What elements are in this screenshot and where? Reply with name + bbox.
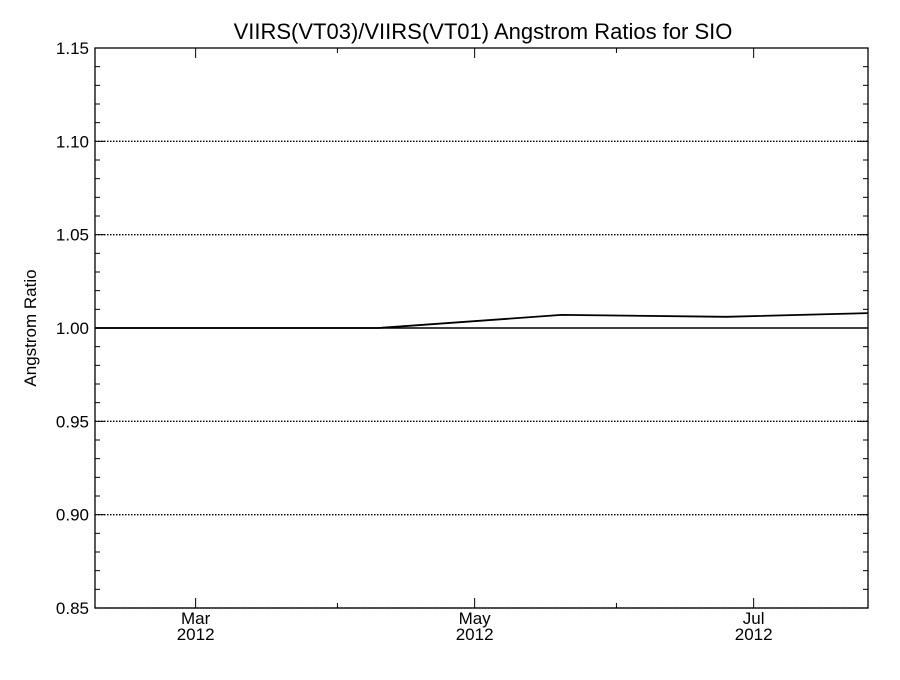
x-tick-month: Jul (743, 609, 765, 628)
plot-frame (94, 47, 869, 609)
chart-title: VIIRS(VT03)/VIIRS(VT01) Angstrom Ratios … (234, 19, 733, 44)
y-tick-label: 1.05 (56, 226, 89, 245)
axis-ticks (95, 47, 868, 609)
x-tick-month: May (459, 609, 492, 628)
y-tick-label: 0.95 (56, 412, 89, 431)
y-tick-label: 1.00 (56, 319, 89, 338)
y-tick-label: 0.85 (56, 599, 89, 618)
x-tick-year: 2012 (177, 625, 215, 644)
y-tick-label: 1.10 (56, 132, 89, 151)
y-axis-label: Angstrom Ratio (21, 269, 40, 386)
grid-lines (95, 140, 868, 609)
tick-labels: 0.850.900.951.001.051.101.15Mar2012May20… (56, 39, 773, 644)
x-tick-year: 2012 (456, 625, 494, 644)
x-tick-month: Mar (181, 609, 211, 628)
y-tick-label: 0.90 (56, 506, 89, 525)
x-tick-year: 2012 (735, 625, 773, 644)
y-tick-label: 1.15 (56, 39, 89, 58)
series-line (95, 312, 869, 329)
series-layer (95, 312, 869, 329)
